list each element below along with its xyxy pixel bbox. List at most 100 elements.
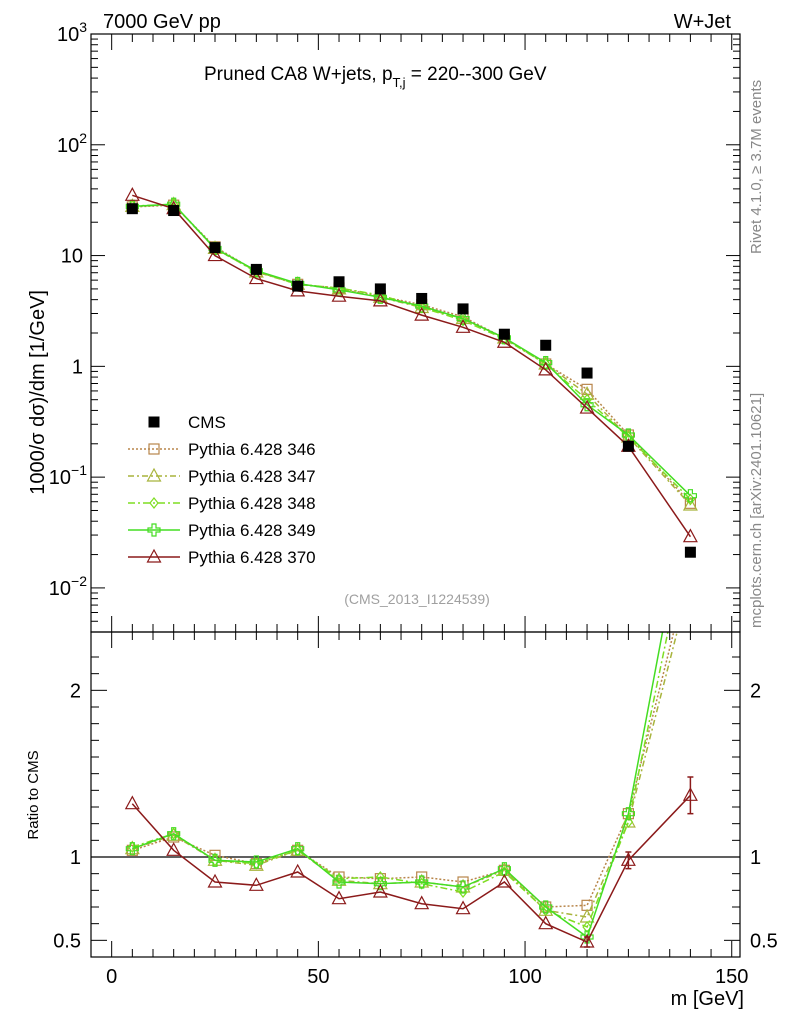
- y-tick-label: 10−2: [49, 573, 87, 600]
- data-point: [682, 496, 698, 511]
- x-tick-label: 0: [106, 966, 117, 988]
- cms-data-point: [498, 328, 510, 340]
- ratio-point: [372, 883, 388, 898]
- legend-entry: Pythia 6.428 347: [128, 467, 316, 486]
- legend: CMS Pythia 6.428 346 Pythia 6.428 347 Pythi…: [128, 413, 316, 567]
- legend-entry: Pythia 6.428 346: [128, 440, 316, 459]
- data-point: [458, 314, 468, 327]
- source-label: mcplots.cern.ch [arXiv:2401.10621]: [748, 393, 765, 628]
- x-tick-label: 150: [715, 966, 748, 988]
- legend-label: Pythia 6.428 370: [188, 548, 316, 567]
- ratio-point: [539, 900, 553, 914]
- legend-entry: Pythia 6.428 349: [128, 521, 316, 540]
- ratio-point: [248, 877, 264, 891]
- analysis-watermark: (CMS_2013_I1224539): [344, 591, 490, 607]
- ratio-y-tick-label-right: 1: [750, 847, 761, 869]
- ratio-line: [131, 794, 691, 943]
- ratio-point: [497, 862, 511, 876]
- cms-data-point: [416, 292, 428, 304]
- ratio-point: [414, 873, 430, 888]
- reference-points: [126, 203, 696, 558]
- x-tick-label: 100: [508, 966, 541, 988]
- ratio-point: [686, 519, 694, 529]
- ratio-error-bars: [584, 776, 694, 948]
- legend-label: Pythia 6.428 349: [188, 521, 316, 540]
- data-point: [248, 270, 264, 285]
- data-point: [683, 489, 697, 503]
- ratio-y-tick-label: 2: [70, 680, 81, 702]
- ratio-point: [166, 842, 182, 856]
- data-point: [539, 356, 553, 370]
- main-y-axis-title: 1000/σ dσ)/dm [1/GeV]: [27, 290, 49, 495]
- plot-title-main: Pruned CA8 W+jets, p: [204, 64, 393, 85]
- ratio-point: [124, 795, 140, 810]
- data-point: [538, 361, 554, 376]
- legend-entry: Pythia 6.428 370: [128, 548, 316, 567]
- ratio-point: [334, 872, 344, 885]
- ratio-point: [456, 880, 470, 894]
- ratio-y-tick-label-right: 0.5: [750, 930, 778, 952]
- ratio-point: [167, 827, 181, 841]
- ratio-line: [132, 632, 664, 939]
- ratio-series-layer: [124, 478, 698, 948]
- data-point: [682, 528, 698, 543]
- legend-marker: [146, 467, 162, 482]
- ratio-point: [684, 478, 696, 490]
- ratio-y-tick-label-right: 2: [750, 680, 761, 702]
- ratio-point: [458, 886, 468, 898]
- plot-title-tail: = 220--300 GeV: [406, 64, 547, 85]
- data-point: [207, 247, 223, 262]
- y-tick-label: 102: [57, 130, 87, 157]
- legend-label: CMS: [188, 413, 226, 432]
- legend-label: Pythia 6.428 346: [188, 440, 316, 459]
- legend-marker: [149, 497, 159, 509]
- ratio-point: [621, 807, 635, 821]
- x-axis-title: m [GeV]: [671, 988, 744, 1010]
- ratio-series-1: [124, 632, 678, 923]
- cms-data-point: [209, 242, 221, 254]
- data-point: [579, 399, 595, 414]
- series-line: [132, 204, 691, 504]
- legend-entry-cms: CMS: [148, 413, 226, 432]
- ratio-point: [249, 855, 263, 869]
- data-point: [414, 306, 430, 321]
- series-line: [132, 203, 691, 497]
- cms-data-point: [622, 440, 634, 452]
- ratio-y-tick-label: 0.5: [53, 930, 81, 952]
- ratio-series-4: [124, 787, 698, 948]
- ratio-series-3: [125, 478, 696, 944]
- ratio-point: [292, 844, 303, 857]
- cms-data-point: [292, 280, 304, 292]
- ratio-point: [685, 560, 695, 570]
- ratio-point: [127, 841, 138, 853]
- plot-title-sub: T,j: [393, 75, 406, 90]
- process-label: W+Jet: [674, 11, 732, 33]
- ratio-point: [332, 875, 346, 889]
- ratio-point: [125, 842, 139, 856]
- y-tick-label: 1: [72, 356, 83, 378]
- cms-data-point: [684, 546, 696, 558]
- data-point: [455, 319, 471, 333]
- rivet-version-label: Rivet 4.1.0, ≥ 3.7M events: [748, 80, 765, 254]
- cms-data-point: [168, 205, 180, 217]
- ratio-point: [582, 921, 592, 933]
- data-point: [373, 290, 387, 304]
- ratio-point: [207, 873, 223, 888]
- y-tick-label: 10−1: [49, 462, 87, 489]
- legend-marker: [148, 443, 160, 455]
- y-tick-label: 10: [61, 246, 83, 268]
- ratio-point: [580, 930, 594, 944]
- ratio-frame: [90, 631, 741, 958]
- ratio-point: [208, 853, 222, 867]
- energy-label: 7000 GeV pp: [103, 11, 221, 33]
- ratio-line: [132, 632, 675, 908]
- data-point: [496, 333, 512, 348]
- cms-data-point: [540, 339, 552, 351]
- legend-label: Pythia 6.428 347: [188, 467, 316, 486]
- cms-data-point: [581, 367, 593, 379]
- ratio-point: [538, 915, 554, 930]
- data-point: [124, 187, 140, 201]
- legend-marker: [148, 416, 160, 428]
- data-point: [372, 292, 388, 307]
